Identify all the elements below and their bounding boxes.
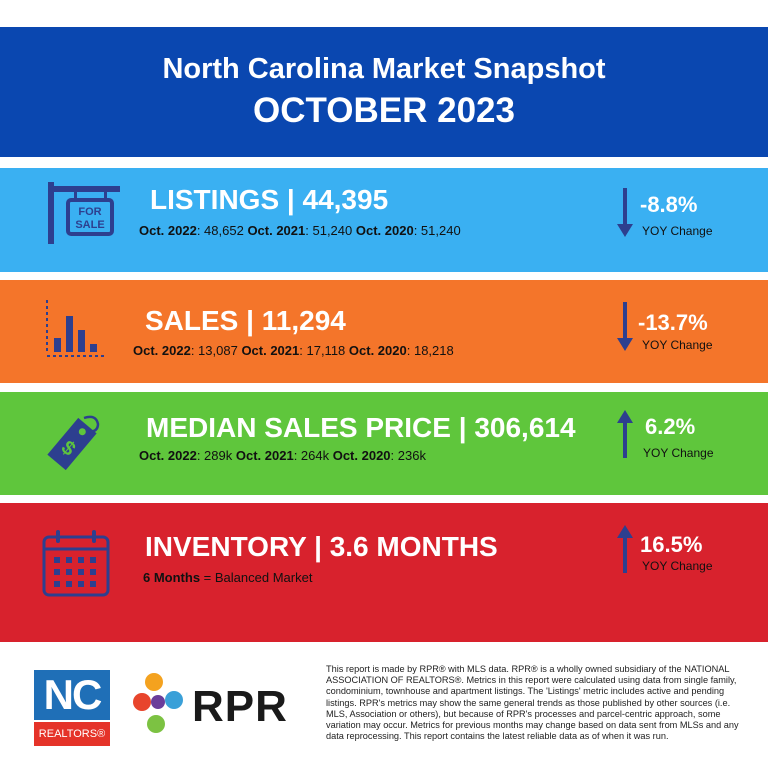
yoy-change-value: -8.8% [640, 192, 698, 217]
history-value: : 51,240 [305, 223, 356, 238]
note-bold: 6 Months [143, 570, 201, 585]
history-label: Oct. 2022 [139, 448, 197, 463]
sales-history: Oct. 2022: 13,087 Oct. 2021: 17,118 Oct.… [133, 343, 454, 358]
history-label: Oct. 2021 [235, 448, 294, 463]
nc-realtors-logo: NC REALTORS® [34, 670, 110, 748]
svg-text:FOR: FOR [78, 206, 101, 218]
inventory-section: INVENTORY | 3.6 MONTHS 6 Months = Balanc… [0, 503, 768, 642]
history-value: : 51,240 [413, 223, 461, 238]
rpr-logo-mark-icon [133, 673, 183, 733]
nc-logo-text: NC [34, 670, 110, 720]
median-title: MEDIAN SALES PRICE | 306,614 [146, 412, 576, 443]
yoy-change-label: YOY Change [642, 338, 713, 352]
arrow-up-icon [617, 525, 633, 573]
calendar-icon [42, 530, 110, 597]
yoy-change-label: YOY Change [642, 224, 713, 238]
history-label: Oct. 2020 [348, 343, 407, 358]
yoy-change-value: -13.7% [638, 310, 708, 335]
history-value: : 18,218 [406, 343, 454, 358]
history-label: Oct. 2021 [241, 343, 300, 358]
history-value: : 236k [390, 448, 426, 463]
listings-section: FOR SALE LISTINGS | 44,395 Oct. 2022: 48… [0, 168, 768, 272]
rpr-logo-text: RPR [192, 682, 288, 731]
median-price-section: $ MEDIAN SALES PRICE | 306,614 Oct. 2022… [0, 392, 768, 495]
sales-section: SALES | 11,294 Oct. 2022: 13,087 Oct. 20… [0, 280, 768, 383]
note-text: = Balanced Market [200, 570, 313, 585]
history-label: Oct. 2022 [133, 343, 191, 358]
footer: NC REALTORS® RPR This report is made by … [0, 642, 768, 776]
history-label: Oct. 2020 [332, 448, 391, 463]
arrow-down-icon [617, 188, 633, 237]
history-value: : 289k [196, 448, 236, 463]
history-value: : 17,118 [299, 343, 349, 358]
disclaimer-text: This report is made by RPR® with MLS dat… [326, 664, 739, 742]
median-history: Oct. 2022: 289k Oct. 2021: 264k Oct. 202… [139, 448, 426, 463]
page-subtitle: OCTOBER 2023 [253, 91, 515, 130]
inventory-title: INVENTORY | 3.6 MONTHS [145, 531, 498, 562]
yoy-change-value: 6.2% [645, 414, 696, 439]
yoy-change-value: 16.5% [640, 532, 703, 557]
bar-chart-icon [46, 300, 106, 357]
for-sale-sign-icon: FOR SALE [48, 182, 120, 244]
arrow-down-icon [617, 302, 633, 351]
listings-history: Oct. 2022: 48,652 Oct. 2021: 51,240 Oct.… [139, 223, 461, 238]
price-tag-icon: $ [47, 415, 100, 471]
yoy-change-label: YOY Change [643, 446, 714, 460]
history-value: : 264k [293, 448, 333, 463]
inventory-note: 6 Months = Balanced Market [143, 570, 312, 585]
yoy-change-label: YOY Change [642, 559, 713, 573]
history-label: Oct. 2021 [247, 223, 306, 238]
listings-title: LISTINGS | 44,395 [150, 184, 389, 215]
header-banner: North Carolina Market Snapshot OCTOBER 2… [0, 27, 768, 157]
nc-logo-subtext: REALTORS® [34, 722, 110, 746]
sales-title: SALES | 11,294 [145, 305, 346, 336]
rpr-logo: RPR [132, 670, 302, 740]
history-label: Oct. 2022 [139, 223, 197, 238]
svg-text:SALE: SALE [75, 219, 104, 231]
arrow-up-icon [617, 410, 633, 458]
page-title: North Carolina Market Snapshot [162, 53, 606, 85]
history-value: : 13,087 [190, 343, 242, 358]
history-value: : 48,652 [196, 223, 248, 238]
history-label: Oct. 2020 [355, 223, 414, 238]
